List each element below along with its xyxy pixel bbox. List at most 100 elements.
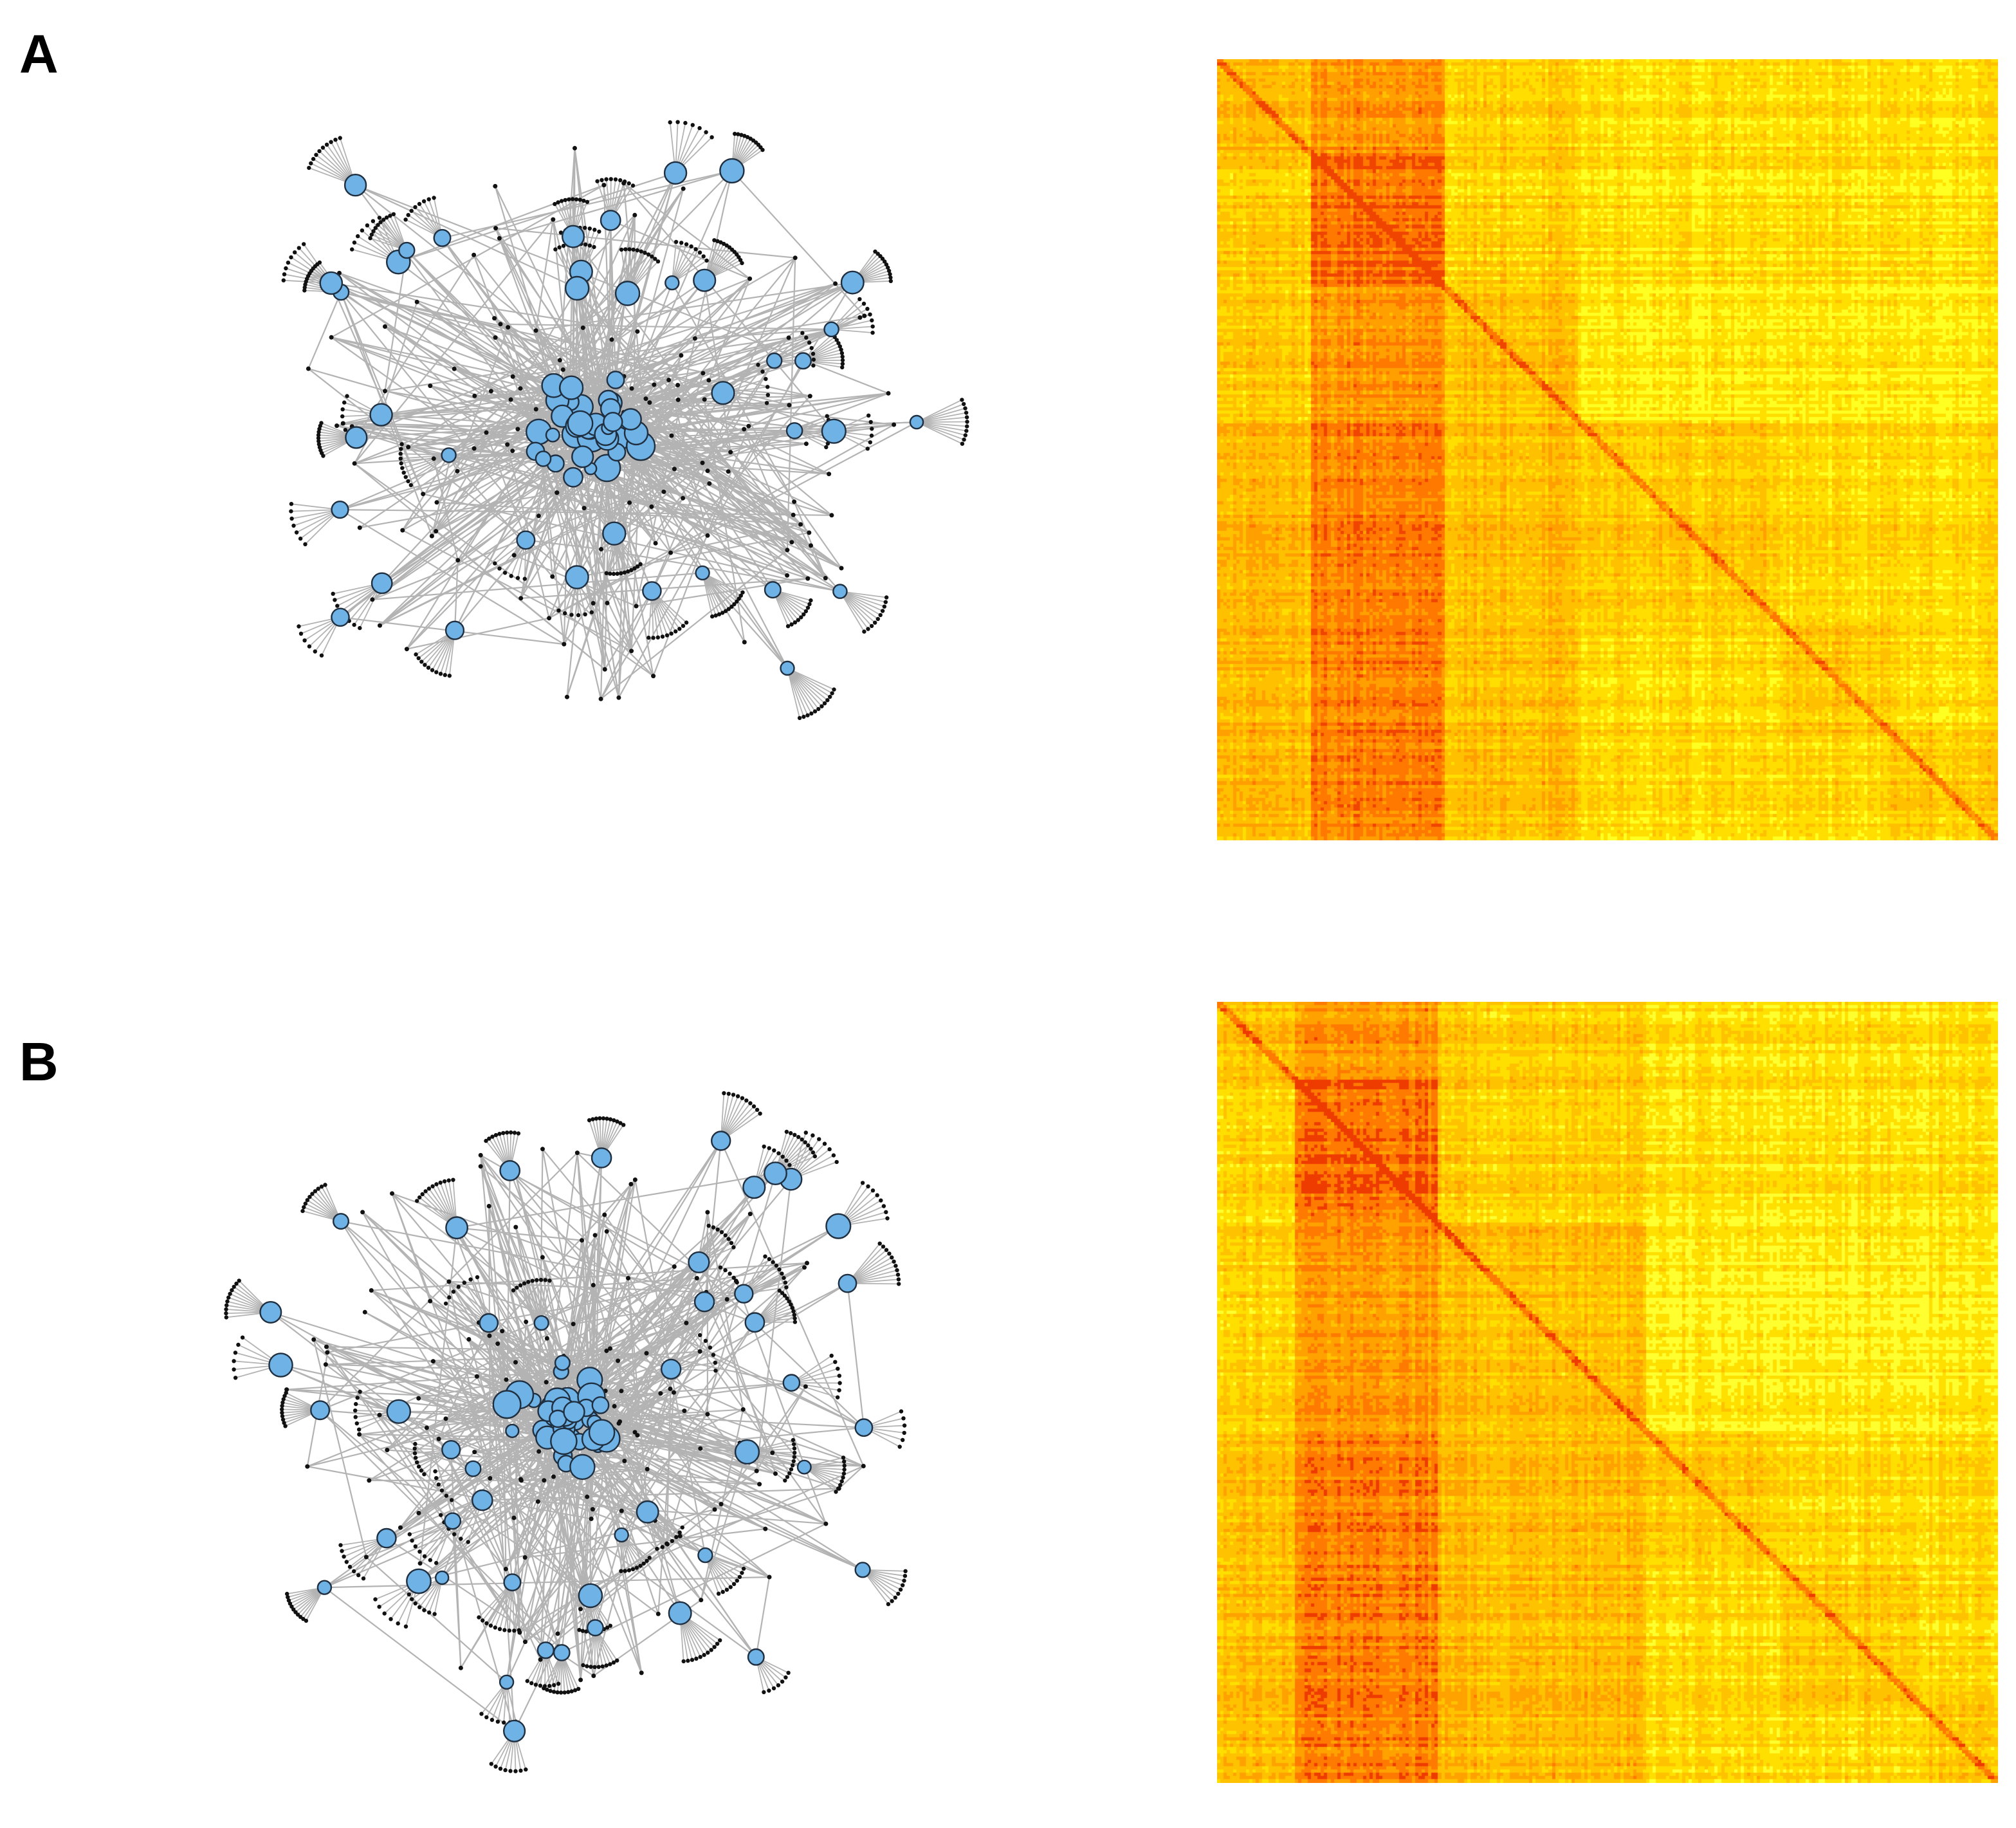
leaf-node: [885, 1216, 890, 1221]
leaf-node: [680, 1525, 684, 1530]
leaf-edge: [916, 421, 964, 441]
graph-edge: [743, 429, 793, 543]
leaf-node: [884, 595, 889, 600]
graph-edge: [618, 360, 804, 698]
leaf-edge: [787, 668, 805, 717]
leaf-node: [360, 228, 365, 233]
leaf-node: [639, 249, 643, 254]
leaf-node: [857, 297, 862, 302]
leaf-node: [683, 120, 688, 125]
leaf-node: [316, 442, 322, 447]
leaf-node: [791, 1437, 796, 1443]
leaf-node: [407, 1592, 411, 1597]
leaf-node: [901, 1583, 905, 1587]
leaf-node: [701, 254, 706, 259]
graph-edge: [340, 291, 811, 397]
connector-node: [565, 694, 569, 699]
leaf-node: [361, 1576, 366, 1581]
leaf-node: [698, 1655, 702, 1659]
leaf-edge: [787, 668, 816, 712]
leaf-edge: [787, 667, 834, 690]
graph-edge: [380, 301, 418, 415]
connector-node: [370, 597, 375, 602]
leaf-node: [342, 1555, 346, 1559]
leaf-node: [582, 198, 586, 203]
connector-node: [551, 1474, 556, 1479]
connector-node: [533, 407, 538, 412]
leaf-node: [799, 615, 803, 620]
connector-node: [629, 649, 634, 654]
leaf-node: [710, 614, 715, 619]
leaf-node: [342, 400, 347, 405]
graph-edge: [401, 454, 450, 531]
leaf-node: [311, 156, 316, 162]
graph-edge: [579, 1441, 770, 1578]
graph-edge: [506, 385, 554, 445]
leaf-node: [353, 1408, 358, 1413]
leaf-node: [324, 142, 329, 147]
leaf-node: [712, 238, 717, 243]
leaf-node: [609, 177, 613, 181]
connector-node: [428, 383, 433, 389]
leaf-node: [839, 1479, 844, 1484]
graph-edge: [627, 1140, 722, 1279]
leaf-node: [842, 1463, 847, 1468]
graph-edge: [362, 1212, 450, 1282]
leaf-node: [587, 226, 592, 231]
leaf-node: [300, 1208, 305, 1214]
leaf-node: [887, 1251, 892, 1256]
leaf-node: [416, 656, 421, 661]
leaf-node: [861, 301, 866, 306]
leaf-node: [559, 199, 564, 203]
connector-node: [675, 383, 681, 387]
connector-node: [705, 1412, 710, 1417]
graph-edge: [755, 1576, 771, 1657]
connector-node: [414, 299, 419, 304]
leaf-node: [585, 199, 590, 204]
leaf-node: [722, 1091, 726, 1096]
leaf-node: [314, 152, 318, 157]
leaf-node: [497, 566, 502, 571]
hub-node: [823, 321, 839, 338]
connector-node: [644, 1351, 649, 1356]
leaf-node: [755, 1107, 760, 1112]
leaf-node: [434, 1182, 439, 1186]
graph-edge: [600, 549, 788, 700]
leaf-node: [600, 178, 604, 182]
graph-edge: [445, 1417, 564, 1457]
connector-node: [562, 642, 567, 647]
leaf-node: [638, 1564, 643, 1568]
graph-edge: [606, 1266, 805, 1439]
leaf-node: [806, 1143, 811, 1148]
leaf-node: [706, 1223, 711, 1228]
hub-node: [600, 210, 621, 231]
leaf-node: [792, 1446, 797, 1451]
leaf-node: [552, 1683, 556, 1688]
graph-edge: [340, 291, 508, 328]
hub-node: [565, 275, 590, 301]
connector-node: [429, 533, 434, 539]
graph-edge: [566, 355, 682, 697]
leaf-node: [783, 1478, 787, 1483]
leaf-node: [793, 620, 798, 625]
connector-node: [786, 335, 791, 340]
leaf-node: [903, 1574, 908, 1578]
connector-node: [522, 1555, 527, 1560]
graph-edge: [431, 188, 684, 537]
leaf-edge: [401, 448, 449, 456]
leaf-node: [713, 1360, 717, 1365]
network-graph-b: [224, 1091, 908, 1773]
leaf-node: [399, 442, 404, 447]
connector-node: [589, 1517, 594, 1521]
leaf-node: [792, 1442, 796, 1446]
leaf-node: [804, 335, 809, 340]
graph-edge: [615, 328, 832, 381]
leaf-node: [422, 1608, 426, 1612]
leaf-node: [718, 1638, 722, 1643]
connector-node: [807, 394, 812, 399]
connector-node: [857, 315, 863, 320]
graph-edge: [568, 1351, 701, 1362]
leaf-node: [313, 1189, 318, 1194]
graph-edge: [495, 227, 796, 259]
hub-node: [663, 161, 688, 185]
